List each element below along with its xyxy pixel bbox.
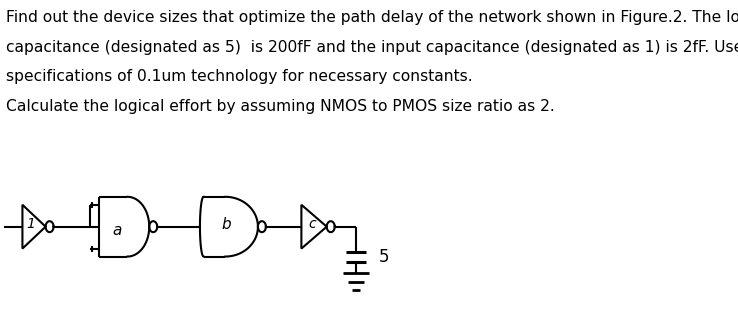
Text: 5: 5 <box>379 248 390 265</box>
Text: 1: 1 <box>26 217 35 231</box>
Text: capacitance (designated as 5)  is 200fF and the input capacitance (designated as: capacitance (designated as 5) is 200fF a… <box>7 40 738 54</box>
Text: specifications of 0.1um technology for necessary constants.: specifications of 0.1um technology for n… <box>7 70 473 84</box>
Text: c: c <box>308 217 316 231</box>
Text: b: b <box>222 217 232 232</box>
Text: Calculate the logical effort by assuming NMOS to PMOS size ratio as 2.: Calculate the logical effort by assuming… <box>7 99 555 114</box>
Text: Find out the device sizes that optimize the path delay of the network shown in F: Find out the device sizes that optimize … <box>7 10 738 25</box>
Text: a: a <box>112 223 121 238</box>
